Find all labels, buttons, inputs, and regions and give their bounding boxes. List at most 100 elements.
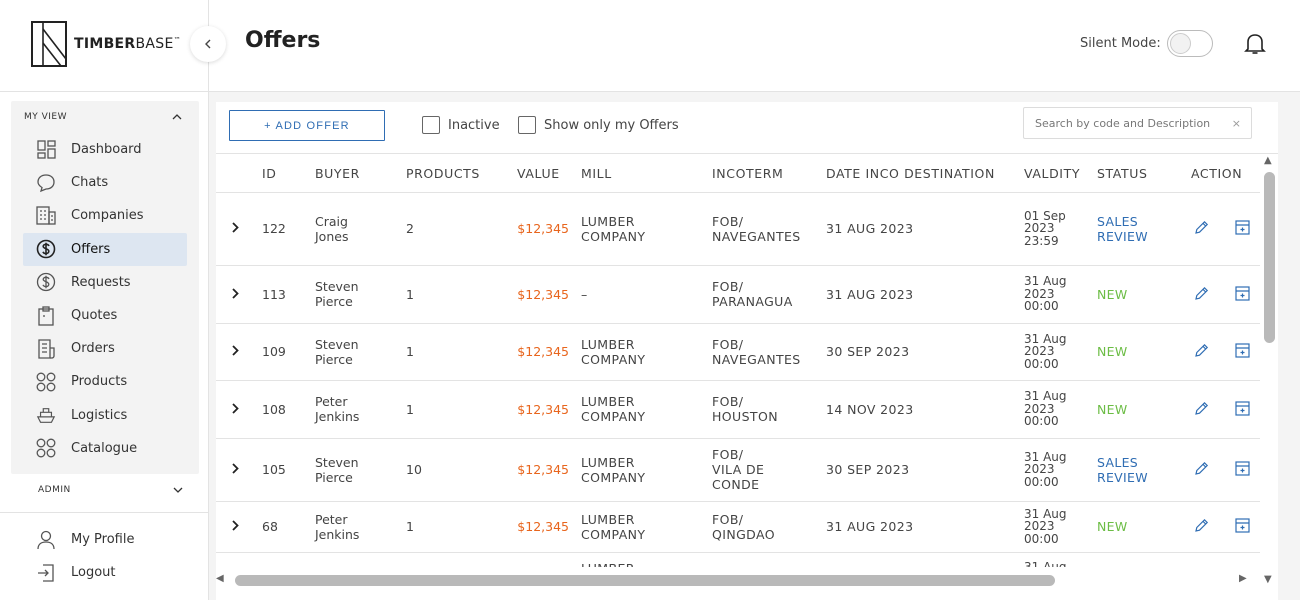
- table-row[interactable]: 113 Steven Pierce 1 $12,345– FOB/PARANAGUA 31 …: [216, 265, 1260, 324]
- checkbox-box[interactable]: [518, 116, 536, 134]
- cell-id: 122: [262, 192, 315, 266]
- status-badge: NEW: [1097, 501, 1191, 553]
- edit-icon[interactable]: [1193, 517, 1212, 536]
- cell-date-inco-destination: 30 SEP 2023: [826, 323, 1024, 381]
- column-header-buyer[interactable]: BUYER: [315, 155, 406, 193]
- cell-line: LUMBER: [581, 336, 635, 352]
- chevron-left-icon: [204, 39, 210, 49]
- cell-line: Peter: [315, 394, 348, 409]
- cell-line: LUMBER: [581, 511, 635, 527]
- brand-name: TIMBERBASE™: [74, 36, 181, 52]
- edit-icon[interactable]: [1193, 219, 1212, 238]
- cell-line: Pierce: [315, 469, 353, 485]
- cell-date-inco-destination: 14 NOV 2023: [826, 380, 1024, 439]
- scroll-right-icon[interactable]: ▶: [1239, 573, 1247, 584]
- silent-mode-toggle[interactable]: [1166, 30, 1213, 57]
- cell-mill: –: [581, 265, 712, 324]
- column-header-valdity[interactable]: VALDITY: [1024, 155, 1097, 193]
- bell-icon[interactable]: [1244, 32, 1266, 56]
- show-my-offers-checkbox[interactable]: Show only my Offers: [518, 116, 679, 134]
- column-header-status[interactable]: STATUS: [1097, 155, 1191, 193]
- table-row[interactable]: LUMBER 31 Aug: [216, 552, 1260, 567]
- scroll-left-icon[interactable]: ◀: [216, 573, 224, 584]
- cell-line: 01 Sep: [1024, 208, 1066, 223]
- table-row[interactable]: 108 Peter Jenkins 1 $12,345 LUMBER COMPANY FOB/…: [216, 380, 1260, 439]
- table-row[interactable]: 122 Craig Jones 2 $12,345 LUMBER COMPANY FOB/NA…: [216, 192, 1260, 266]
- column-header-mill[interactable]: MILL: [581, 155, 712, 193]
- cell-value: [517, 552, 581, 567]
- chat-icon: [36, 173, 56, 193]
- edit-icon[interactable]: [1193, 285, 1212, 304]
- edit-icon[interactable]: [1193, 342, 1212, 361]
- sidebar-item-quotes[interactable]: Quotes: [23, 299, 187, 332]
- chevron-right-icon[interactable]: [228, 287, 242, 299]
- column-header-id[interactable]: ID: [262, 155, 315, 193]
- archive-icon[interactable]: [1234, 219, 1253, 238]
- vertical-scrollbar[interactable]: ▲ ▼: [1262, 155, 1278, 590]
- horizontal-scrollbar[interactable]: ◀ ▶: [216, 572, 1260, 590]
- archive-icon[interactable]: [1234, 400, 1253, 419]
- sidebar: TIMBERBASE™ MY VIEW Dashboard Chats Compan…: [0, 0, 209, 600]
- collapse-sidebar-button[interactable]: [190, 26, 226, 62]
- chevron-right-icon[interactable]: [228, 345, 242, 356]
- logout-icon: [36, 563, 56, 583]
- cell-validity: 31 Aug 2023 00:00: [1024, 501, 1097, 553]
- cell-products: 2: [406, 192, 517, 266]
- sidebar-item-label: Dashboard: [71, 142, 142, 158]
- archive-icon[interactable]: [1234, 460, 1253, 479]
- sidebar-item-catalogue[interactable]: Catalogue: [23, 432, 187, 465]
- horizontal-scroll-thumb[interactable]: [235, 575, 1055, 586]
- chevron-right-icon[interactable]: [228, 520, 242, 531]
- archive-icon[interactable]: [1234, 517, 1253, 536]
- cell-line: 00:00: [1024, 356, 1059, 371]
- sidebar-item-dashboard[interactable]: Dashboard: [23, 133, 187, 166]
- checkbox-box[interactable]: [422, 116, 440, 134]
- chevron-right-icon[interactable]: [228, 463, 242, 474]
- edit-icon[interactable]: [1193, 460, 1212, 479]
- table-row[interactable]: 109 Steven Pierce 1 $12,345 LUMBER COMPANY FOB/…: [216, 323, 1260, 381]
- vertical-scroll-thumb[interactable]: [1264, 172, 1275, 343]
- scroll-down-icon[interactable]: ▼: [1264, 574, 1272, 585]
- column-header-products[interactable]: PRODUCTS: [406, 155, 517, 193]
- sidebar-item-logout[interactable]: Logout: [23, 556, 187, 589]
- search-input[interactable]: [1035, 116, 1232, 130]
- sidebar-item-chats[interactable]: Chats: [23, 166, 187, 199]
- cell-line: Steven: [315, 279, 359, 294]
- sidebar-item-companies[interactable]: Companies: [23, 199, 187, 232]
- table-row[interactable]: 68 Peter Jenkins 1 $12,345 LUMBER COMPANY FOB/Q…: [216, 501, 1260, 553]
- my-view-section-header[interactable]: MY VIEW: [24, 108, 182, 126]
- sidebar-item-requests[interactable]: Requests: [23, 266, 187, 299]
- sidebar-item-my-profile[interactable]: My Profile: [23, 523, 187, 556]
- table-row[interactable]: 105 Steven Pierce 10 $12,345 LUMBER COMPANY FOB…: [216, 438, 1260, 502]
- timberbase-logo[interactable]: TIMBERBASE™: [31, 21, 181, 67]
- sidebar-item-products[interactable]: Products: [23, 365, 187, 398]
- cell-line: SALES: [1097, 213, 1139, 229]
- chevron-right-icon[interactable]: [228, 402, 242, 414]
- cell-incoterm: [712, 552, 826, 567]
- archive-icon[interactable]: [1234, 285, 1253, 304]
- cell-line: QINGDAO: [712, 526, 775, 542]
- table-header-row: ID BUYER PRODUCTS VALUE MILL INCOTERM DATE INC…: [216, 155, 1260, 193]
- cell-validity: 31 Aug: [1024, 552, 1097, 567]
- status-badge: [1097, 552, 1191, 567]
- column-header-value[interactable]: VALUE: [517, 155, 581, 193]
- column-header-date-inco-destination[interactable]: DATE INCO DESTINATION: [826, 155, 1024, 193]
- sidebar-item-offers[interactable]: Offers: [23, 232, 187, 266]
- clear-search-icon[interactable]: ×: [1231, 116, 1241, 130]
- scroll-up-icon[interactable]: ▲: [1264, 155, 1272, 166]
- chevron-right-icon[interactable]: [228, 222, 242, 233]
- sidebar-item-logistics[interactable]: Logistics: [23, 399, 187, 432]
- archive-icon[interactable]: [1234, 342, 1253, 361]
- admin-section-header[interactable]: ADMIN: [38, 481, 183, 499]
- column-header-incoterm[interactable]: INCOTERM: [712, 155, 826, 193]
- inactive-checkbox[interactable]: Inactive: [422, 116, 500, 134]
- edit-icon[interactable]: [1193, 400, 1212, 419]
- cell-line: FOB/: [712, 511, 744, 527]
- cell-buyer: Steven Pierce: [315, 265, 406, 324]
- cell-incoterm: FOB/NAVEGANTES: [712, 323, 826, 381]
- column-header-action[interactable]: ACTION: [1191, 155, 1260, 193]
- cell-line: FOB/: [712, 279, 744, 294]
- building-icon: [36, 206, 56, 226]
- add-offer-button[interactable]: + ADD OFFER: [229, 110, 385, 141]
- sidebar-item-orders[interactable]: Orders: [23, 332, 187, 365]
